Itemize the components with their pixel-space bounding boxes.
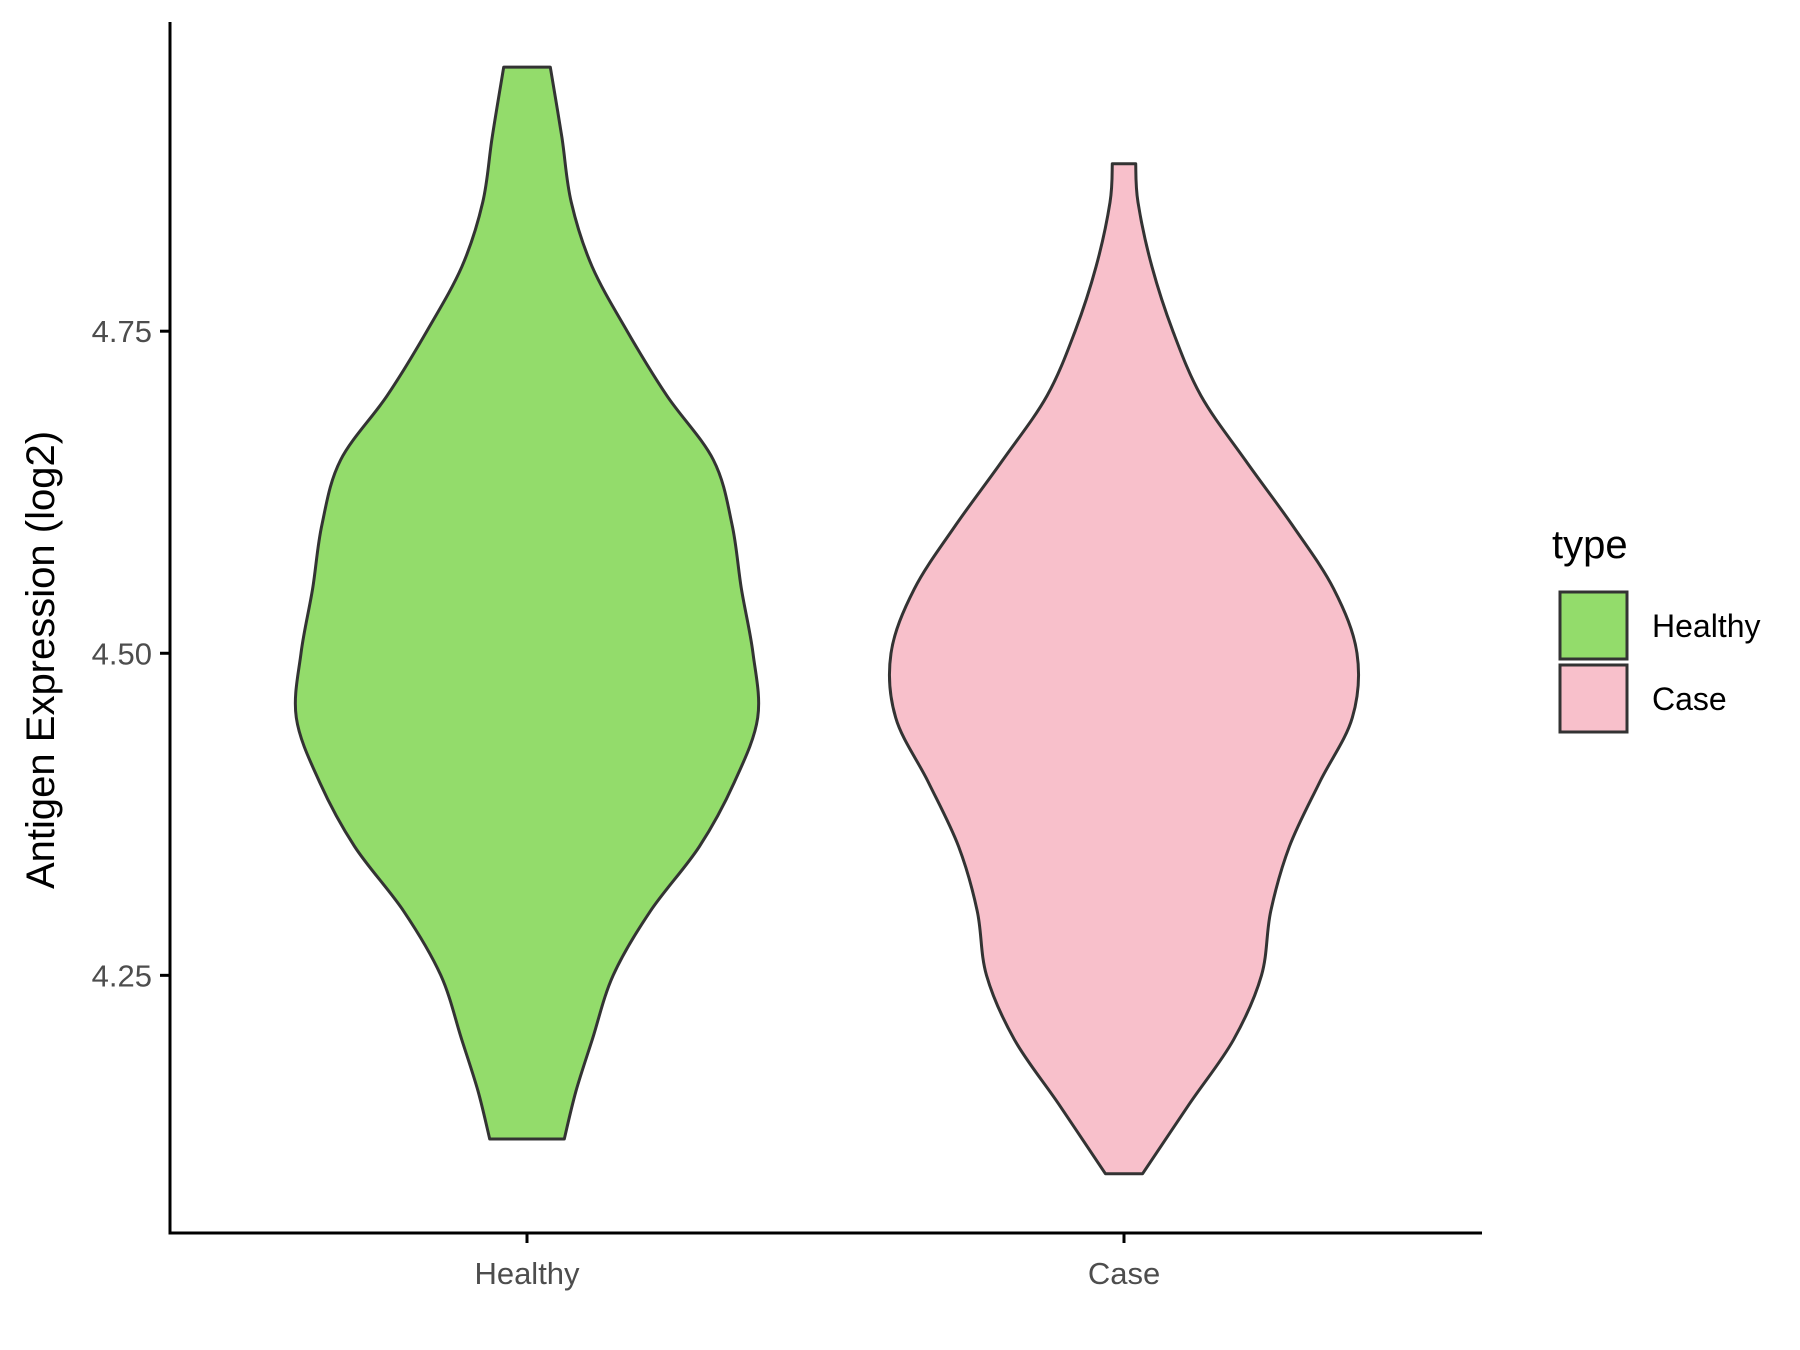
y-tick-label: 4.50 — [92, 636, 152, 671]
legend-swatch-case — [1558, 663, 1629, 734]
y-tick-label: 4.75 — [92, 314, 152, 349]
y-axis-title: Antigen Expression (log2) — [19, 431, 63, 889]
x-tick-label: Case — [1088, 1256, 1160, 1291]
legend: type Healthy Case — [1552, 523, 1761, 734]
y-ticks: 4.25 4.50 4.75 — [92, 314, 170, 993]
legend-swatch-healthy — [1558, 590, 1629, 661]
x-tick-label: Healthy — [474, 1256, 580, 1291]
legend-entries: Healthy Case — [1558, 590, 1761, 734]
violin-healthy — [293, 65, 761, 1141]
violin-case — [887, 162, 1361, 1176]
y-tick-label: 4.25 — [92, 958, 152, 993]
legend-title: type — [1552, 523, 1628, 567]
legend-label-healthy: Healthy — [1652, 608, 1761, 644]
x-ticks: Healthy Case — [474, 1233, 1160, 1291]
legend-label-case: Case — [1652, 681, 1727, 717]
violins-layer — [293, 65, 1361, 1176]
